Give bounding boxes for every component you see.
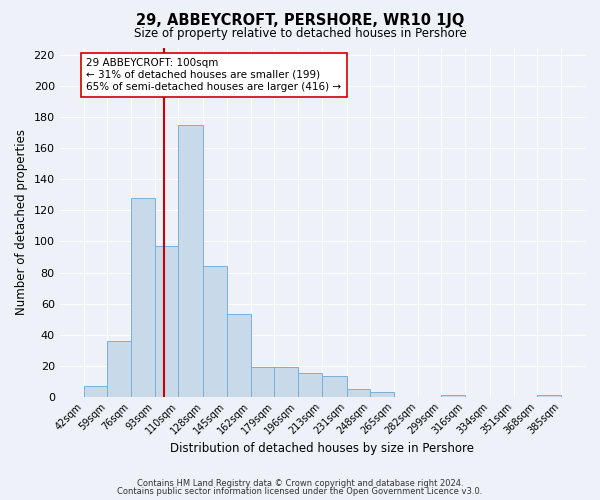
Bar: [203, 266, 227, 396]
Bar: [347, 389, 370, 396]
Bar: [178, 125, 203, 396]
Bar: [227, 314, 251, 396]
Bar: [298, 374, 322, 396]
Text: 29 ABBEYCROFT: 100sqm
← 31% of detached houses are smaller (199)
65% of semi-det: 29 ABBEYCROFT: 100sqm ← 31% of detached …: [86, 58, 341, 92]
Text: Contains public sector information licensed under the Open Government Licence v3: Contains public sector information licen…: [118, 487, 482, 496]
Text: 29, ABBEYCROFT, PERSHORE, WR10 1JQ: 29, ABBEYCROFT, PERSHORE, WR10 1JQ: [136, 12, 464, 28]
Bar: [538, 395, 561, 396]
X-axis label: Distribution of detached houses by size in Pershore: Distribution of detached houses by size …: [170, 442, 475, 455]
Y-axis label: Number of detached properties: Number of detached properties: [15, 129, 28, 315]
Bar: [83, 386, 107, 396]
Text: Contains HM Land Registry data © Crown copyright and database right 2024.: Contains HM Land Registry data © Crown c…: [137, 478, 463, 488]
Text: Size of property relative to detached houses in Pershore: Size of property relative to detached ho…: [134, 28, 466, 40]
Bar: [274, 367, 298, 396]
Bar: [251, 367, 274, 396]
Bar: [370, 392, 394, 396]
Bar: [322, 376, 347, 396]
Bar: [442, 395, 465, 396]
Bar: [131, 198, 155, 396]
Bar: [155, 246, 178, 396]
Bar: [107, 341, 131, 396]
